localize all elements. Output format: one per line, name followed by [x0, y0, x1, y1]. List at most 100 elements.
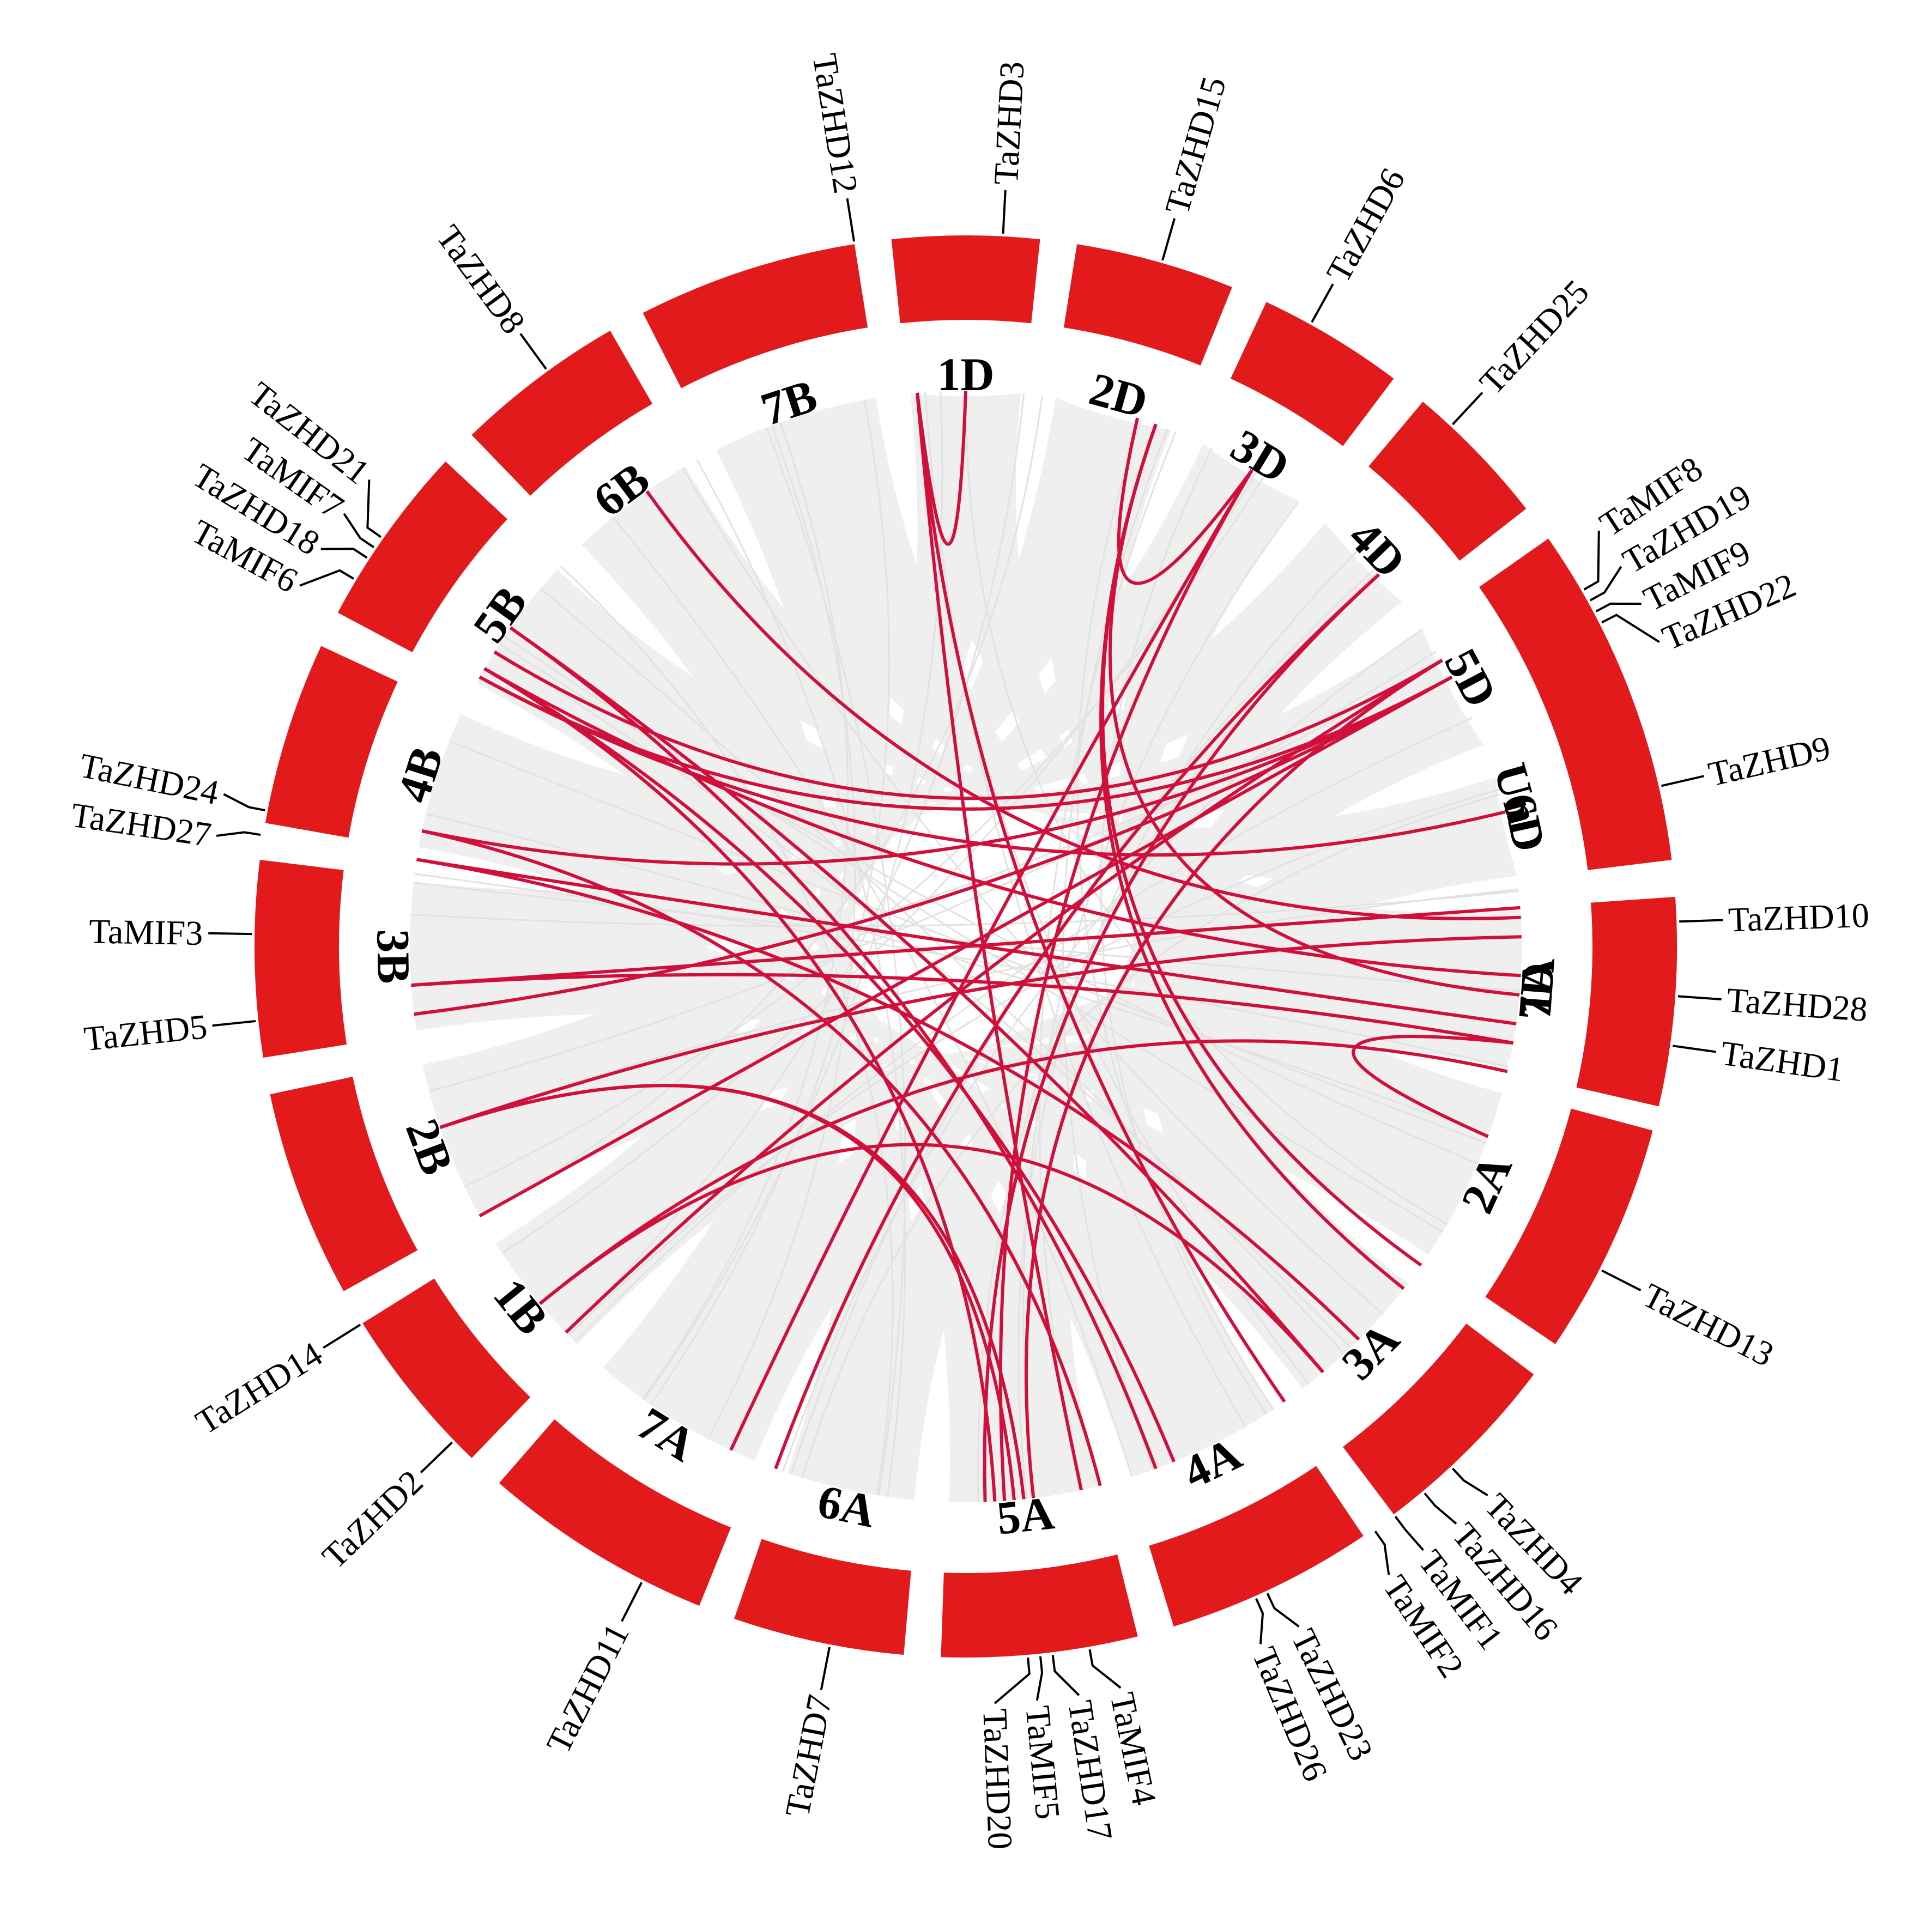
duplication-link	[411, 906, 1521, 987]
gene-leader-line	[1672, 1045, 1716, 1053]
chromosome-label-1d: 1D	[937, 348, 994, 400]
chromosome-6a	[734, 1539, 911, 1655]
gene-label-tamif5: TaMIF5	[1018, 1704, 1067, 1821]
chromosome-3a	[1343, 1324, 1534, 1515]
chromosome-label-6d: 6D	[1493, 789, 1556, 856]
background-link-3a-3b	[413, 881, 1408, 1389]
duplication-link	[411, 973, 1514, 1045]
chromosome-label-5a: 5A	[994, 1486, 1057, 1544]
duplication-link	[1099, 423, 1405, 1290]
gene-leader-line	[1311, 283, 1334, 323]
gene-leader-line	[1601, 614, 1660, 643]
gene-leader-line	[1424, 1492, 1457, 1525]
background-thread	[682, 468, 1384, 1315]
chromosome-label-3b: 3B	[367, 928, 420, 984]
gene-leader-line	[820, 1647, 831, 1690]
duplication-link	[416, 858, 1517, 1025]
gene-leader-line	[420, 1441, 453, 1474]
gene-leader-line	[1394, 1516, 1424, 1551]
duplication-link	[483, 667, 1521, 978]
segmental-duplication-links	[411, 390, 1522, 1502]
duplication-link	[479, 675, 1506, 857]
gene-leader-line	[208, 932, 252, 936]
chromosome-2d	[1063, 244, 1232, 366]
gene-leader-line	[299, 569, 355, 587]
background-thread	[782, 628, 1423, 1472]
gene-leader-line	[1451, 392, 1483, 426]
chromosome-label-1a: 1A	[1509, 956, 1565, 1017]
gene-leader-line	[1679, 919, 1723, 923]
background-thread	[650, 399, 890, 1405]
chromosome-4b	[265, 646, 398, 838]
background-link-6b-6d	[582, 466, 1517, 885]
gene-leader-line	[621, 1582, 643, 1622]
background-thread	[1022, 501, 1300, 1498]
duplication-link	[1117, 417, 1253, 585]
background-thread	[414, 873, 1509, 1068]
chromosome-2b	[270, 1077, 418, 1291]
gene-leader-line	[223, 793, 265, 812]
gene-label-tazhd13: TaZHD13	[1637, 1276, 1780, 1374]
duplication-link	[421, 829, 1102, 1486]
gene-leader-line	[519, 333, 547, 370]
duplication-link	[414, 675, 1453, 1016]
duplication-link	[645, 490, 1521, 920]
chromosome-5b	[337, 461, 507, 653]
gene-leader-line	[320, 548, 368, 559]
gene-leader-line	[216, 831, 261, 837]
gene-label-tazhd5: TaZHD5	[82, 1007, 209, 1058]
background-link-3a-3d	[1120, 444, 1408, 1389]
background-link-4a-4d	[1085, 523, 1402, 1477]
background-link-4b-4d	[419, 523, 1402, 866]
gene-leader-line	[1601, 1269, 1642, 1291]
chromosome-un	[1538, 657, 1672, 870]
chromosome-7d	[1576, 896, 1677, 1107]
duplication-link	[538, 1039, 1508, 1305]
background-thread	[565, 393, 1025, 1333]
chromosome-7a	[499, 1419, 731, 1606]
gene-leader-line	[323, 1324, 361, 1349]
gene-label-tazhd1: TaZHD1	[1718, 1034, 1846, 1089]
background-link-5b-5d	[476, 569, 1484, 815]
gene-label-tazhd10: TaZHD10	[1728, 896, 1870, 939]
duplication-link	[1352, 1035, 1513, 1138]
background-thread	[1076, 418, 1274, 1410]
chromosome-5a	[941, 1554, 1138, 1658]
gene-label-tazhd14: TaZHD14	[189, 1334, 329, 1442]
chromosome-1b	[362, 1278, 531, 1458]
gene-label-tazhd9: TaZHD9	[1705, 729, 1834, 794]
background-link-1b-1d	[495, 393, 1021, 1345]
gene-leader-line	[1374, 1530, 1390, 1575]
gene-label-tazhd11: TaZHD11	[538, 1617, 637, 1759]
gene-leader-line	[1661, 775, 1704, 787]
gene-label-tazhd15: TaZHD15	[1158, 72, 1234, 218]
gene-label-tazhd12: TaZHD12	[805, 51, 865, 196]
background-link-3b-3d	[409, 444, 1298, 1031]
gene-label-tazhd6: TaZHD6	[1319, 162, 1413, 289]
gene-leader-line	[1161, 218, 1176, 261]
duplication-link	[483, 667, 1176, 1462]
gene-leader-line	[1589, 566, 1622, 602]
duplication-link	[916, 390, 967, 546]
background-link-7b-7d	[716, 398, 1521, 1069]
gene-label-tazhd3: TaZHD3	[986, 60, 1032, 186]
gene-leader-line	[1051, 1654, 1080, 1696]
gene-label-tazhd25: TaZHD25	[1472, 272, 1596, 402]
background-thread	[540, 587, 1345, 1355]
gene-label-tazhd8: TaZHD8	[429, 218, 533, 341]
background-thread	[410, 890, 1519, 927]
gene-leader-line	[1266, 1593, 1300, 1628]
gene-leader-line	[212, 1019, 256, 1027]
gene-leader-line	[366, 479, 382, 538]
duplication-link	[538, 1143, 1324, 1374]
chromosome-2a	[1485, 1108, 1653, 1344]
gene-leader-line	[1002, 190, 1007, 234]
gene-leader-line	[1088, 1649, 1122, 1689]
duplication-link	[1024, 659, 1443, 1498]
duplication-link	[416, 858, 1360, 1341]
gene-label-tamif3: TaMIF3	[89, 912, 203, 952]
background-thread	[495, 650, 1352, 1349]
duplication-link	[439, 1084, 1016, 1501]
chromosome-6b	[471, 330, 652, 496]
